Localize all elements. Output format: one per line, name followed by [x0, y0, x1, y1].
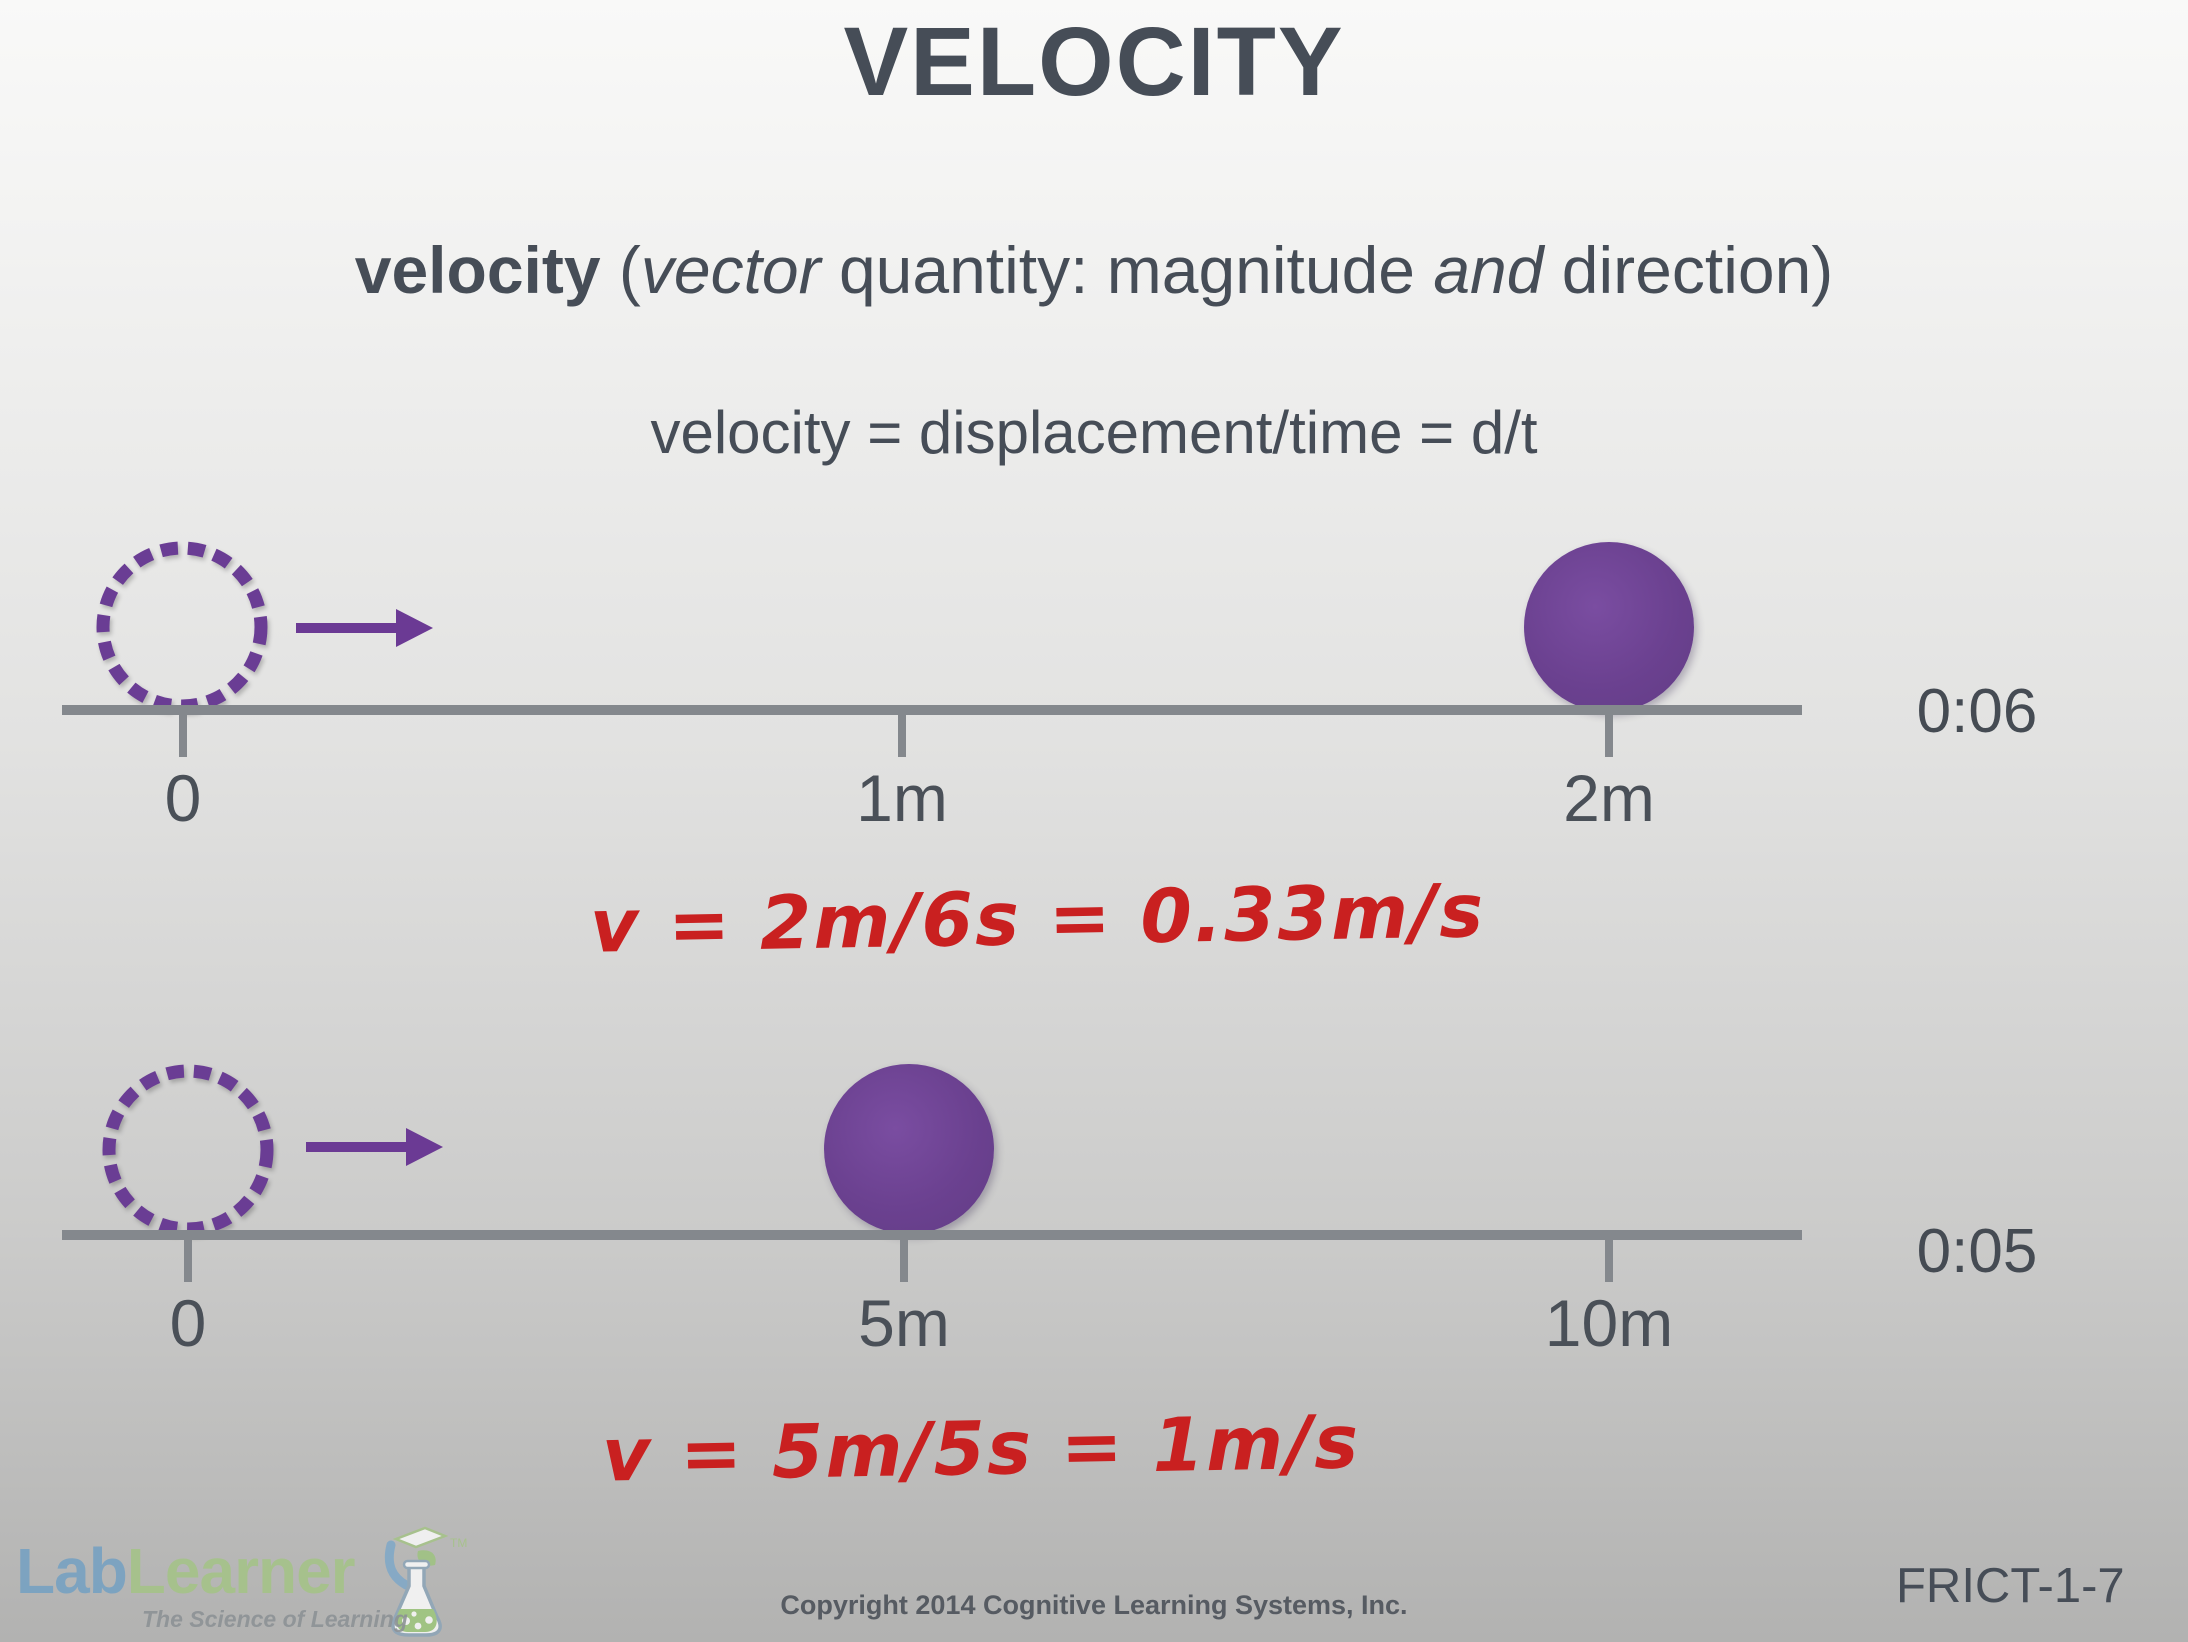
definition-text: (	[600, 233, 641, 307]
tick-label: 0	[164, 761, 202, 835]
logo-trademark: TM	[450, 1536, 468, 1550]
tick-label: 2m	[1563, 761, 1655, 835]
ball-end-position	[1524, 542, 1694, 712]
tick-label: 1m	[856, 761, 948, 835]
tick-mark-5m	[900, 1240, 908, 1282]
tick-mark-1m	[898, 715, 906, 757]
lablearner-flask-icon	[384, 1526, 449, 1637]
definition-term: velocity	[354, 233, 601, 307]
direction-arrow-icon	[306, 1128, 443, 1166]
tick-label: 5m	[858, 1286, 950, 1360]
tick-mark-0	[184, 1240, 192, 1282]
velocity-equation-2: v = 5m/5s = 1m/s	[601, 1399, 1361, 1499]
direction-arrow-icon	[296, 609, 433, 647]
lablearner-logo: LabLearner	[16, 1534, 356, 1608]
tick-mark-10m	[1605, 1240, 1613, 1282]
tick-mark-0	[179, 715, 187, 757]
definition-text: direction)	[1543, 233, 1834, 307]
definition-and-word: and	[1433, 233, 1544, 307]
start-position-dashed-circle	[102, 1064, 274, 1236]
logo-lab-text: Lab	[16, 1535, 128, 1607]
tick-label: 10m	[1544, 1286, 1674, 1360]
definition-vector-word: vector	[640, 233, 821, 307]
definition-text: quantity: magnitude	[820, 233, 1434, 307]
velocity-formula: velocity = displacement/time = d/t	[650, 399, 1538, 466]
slide-code: FRICT-1-7	[1896, 1559, 2125, 1613]
number-line	[62, 705, 1802, 715]
timer-label: 0:06	[1916, 677, 2038, 746]
logo-learner-text: Learner	[126, 1535, 356, 1607]
page-title: VELOCITY	[843, 7, 1345, 116]
ball-end-position	[824, 1064, 994, 1234]
velocity-equation-1: v = 2m/6s = 0.33m/s	[589, 868, 1486, 970]
number-line	[62, 1230, 1802, 1240]
definition-line: velocity (vector quantity: magnitude and…	[0, 232, 2188, 308]
start-position-dashed-circle	[96, 541, 268, 713]
tick-label: 0	[169, 1286, 207, 1360]
timer-label: 0:05	[1916, 1217, 2038, 1286]
logo-tagline: The Science of Learning	[142, 1606, 408, 1632]
copyright-text: Copyright 2014 Cognitive Learning System…	[780, 1590, 1408, 1620]
tick-mark-2m	[1605, 715, 1613, 757]
